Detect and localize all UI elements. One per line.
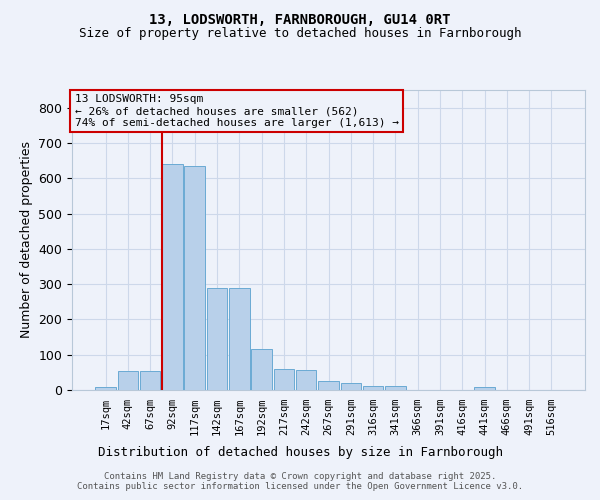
Text: 13 LODSWORTH: 95sqm
← 26% of detached houses are smaller (562)
74% of semi-detac: 13 LODSWORTH: 95sqm ← 26% of detached ho… <box>74 94 398 128</box>
Bar <box>207 288 227 390</box>
Bar <box>184 166 205 390</box>
Bar <box>318 381 339 390</box>
Y-axis label: Number of detached properties: Number of detached properties <box>20 142 33 338</box>
Text: Size of property relative to detached houses in Farnborough: Size of property relative to detached ho… <box>79 28 521 40</box>
Bar <box>229 288 250 390</box>
Text: 13, LODSWORTH, FARNBOROUGH, GU14 0RT: 13, LODSWORTH, FARNBOROUGH, GU14 0RT <box>149 12 451 26</box>
Bar <box>140 370 160 390</box>
Bar <box>296 370 316 390</box>
Bar <box>118 370 138 390</box>
Bar <box>95 387 116 390</box>
Bar <box>363 386 383 390</box>
Bar <box>474 387 495 390</box>
Bar <box>341 383 361 390</box>
Bar <box>274 369 294 390</box>
Bar <box>251 350 272 390</box>
Text: Distribution of detached houses by size in Farnborough: Distribution of detached houses by size … <box>97 446 503 459</box>
Text: Contains HM Land Registry data © Crown copyright and database right 2025.
Contai: Contains HM Land Registry data © Crown c… <box>77 472 523 491</box>
Bar <box>385 386 406 390</box>
Bar <box>162 164 183 390</box>
